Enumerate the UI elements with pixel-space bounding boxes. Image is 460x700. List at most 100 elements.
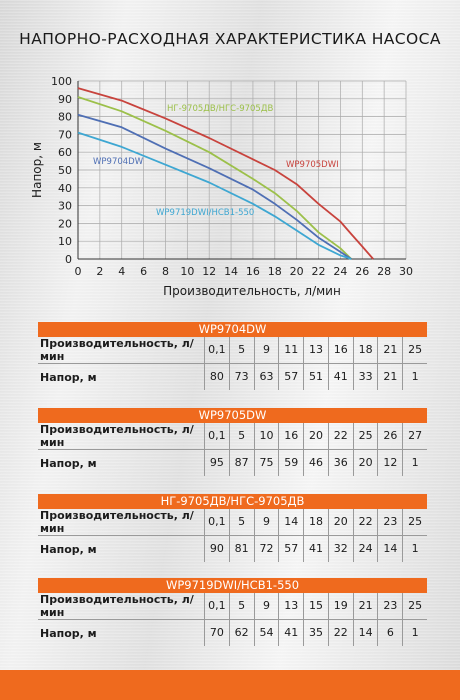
table-title: WP9704DW <box>38 322 427 337</box>
table-cell: 63 <box>253 364 279 390</box>
page-title: НАПОРНО-РАСХОДНАЯ ХАРАКТЕРИСТИКА НАСОСА <box>19 30 441 48</box>
table-title: WP9719DWI/НСВ1-550 <box>38 578 427 593</box>
table-cell: 18 <box>352 337 378 363</box>
table-cell: 22 <box>327 620 353 646</box>
row-label: Производительность, л/мин <box>40 423 194 449</box>
row-label: Напор, м <box>40 456 97 470</box>
table-cell: 1 <box>402 364 427 390</box>
series-line <box>77 96 352 260</box>
row-label: Производительность, л/мин <box>40 337 194 363</box>
table-cell: 5 <box>228 337 254 363</box>
table-cell: 26 <box>377 423 402 449</box>
table-cell: 23 <box>377 509 402 535</box>
x-tick-label: 2 <box>96 265 103 278</box>
table-cell: 81 <box>228 536 254 562</box>
table-cell: 46 <box>303 450 328 476</box>
table-cell: 21 <box>377 364 402 390</box>
y-tick-label: 80 <box>58 111 72 124</box>
table-cell: 1 <box>402 536 427 562</box>
table-cell: 1 <box>402 450 427 476</box>
x-tick-label: 22 <box>312 265 326 278</box>
y-axis-title: Напор, м <box>30 142 44 198</box>
table-cell: 20 <box>352 450 378 476</box>
table-cell: 24 <box>352 536 378 562</box>
table-cell: 19 <box>327 593 353 619</box>
table-cell: 62 <box>228 620 254 646</box>
pump-table: НГ-9705ДВ/НГС-9705ДВ Производительность, … <box>38 494 427 562</box>
table-cell: 21 <box>377 337 402 363</box>
table-cell: 9 <box>253 593 279 619</box>
series-line <box>77 131 352 260</box>
table-cell: 0,1 <box>204 593 229 619</box>
y-tick-label: 30 <box>58 200 72 213</box>
table-row-head: Напор, м 80 73 63 57 51 41 33 21 1 <box>38 363 427 390</box>
series-label: НГ-9705ДВ/НГС-9705ДВ <box>167 104 273 114</box>
table-row-flow: Производительность, л/мин 0,1 5 9 14 18 20 22 23… <box>38 509 427 535</box>
table-cell: 14 <box>377 536 402 562</box>
pump-table: WP9705DW Производительность, л/мин 0,1 5 10 1… <box>38 408 427 476</box>
y-tick-label: 40 <box>58 182 72 195</box>
table-cell: 21 <box>352 593 378 619</box>
table-cell: 11 <box>278 337 303 363</box>
series-label: WP9704DW <box>93 157 144 167</box>
table-cell: 5 <box>228 423 254 449</box>
table-cell: 59 <box>278 450 303 476</box>
table-cell: 57 <box>278 536 303 562</box>
table-cell: 33 <box>352 364 378 390</box>
x-axis-title: Производительность, л/мин <box>163 284 341 298</box>
table-title: WP9705DW <box>38 408 427 423</box>
footer-bar <box>0 670 460 700</box>
table-cell: 35 <box>303 620 328 646</box>
table-cell: 25 <box>402 509 427 535</box>
table-cell: 75 <box>253 450 279 476</box>
row-label: Напор, м <box>40 370 97 384</box>
table-cell: 25 <box>402 593 427 619</box>
table-cell: 20 <box>327 509 353 535</box>
row-label: Напор, м <box>40 626 97 640</box>
y-tick-label: 50 <box>58 164 72 177</box>
table-cell: 25 <box>352 423 378 449</box>
table-cell: 16 <box>278 423 303 449</box>
x-tick-label: 0 <box>75 265 82 278</box>
x-tick-label: 14 <box>224 265 238 278</box>
y-tick-label: 0 <box>65 253 72 266</box>
series-label: WP9705DWI <box>286 160 339 170</box>
y-tick-label: 70 <box>58 128 72 141</box>
table-cell: 87 <box>228 450 254 476</box>
table-cell: 0,1 <box>204 337 229 363</box>
pump-curve-chart: 0 2 4 6 8 10 12 14 16 18 20 22 24 26 28 300102030405060… <box>30 75 413 298</box>
y-tick-label: 100 <box>51 75 72 88</box>
x-tick-label: 4 <box>118 265 125 278</box>
table-cell: 18 <box>303 509 328 535</box>
table-cell: 32 <box>327 536 353 562</box>
table-cell: 80 <box>204 364 229 390</box>
table-cell: 10 <box>253 423 279 449</box>
x-tick-label: 8 <box>162 265 169 278</box>
table-cell: 25 <box>402 337 427 363</box>
x-tick-label: 12 <box>202 265 216 278</box>
table-cell: 12 <box>377 450 402 476</box>
table-cell: 15 <box>303 593 328 619</box>
series-line <box>77 87 374 260</box>
x-tick-label: 26 <box>355 265 369 278</box>
table-cell: 57 <box>278 364 303 390</box>
table-cell: 5 <box>228 593 254 619</box>
table-title: НГ-9705ДВ/НГС-9705ДВ <box>38 494 427 509</box>
table-cell: 22 <box>327 423 353 449</box>
table-row-head: Напор, м 70 62 54 41 35 22 14 6 1 <box>38 619 427 646</box>
series-label: WP9719DWI/НСВ1-550 <box>156 208 254 218</box>
table-row-flow: Производительность, л/мин 0,1 5 10 16 20 22 25 2… <box>38 423 427 449</box>
table-cell: 73 <box>228 364 254 390</box>
table-cell: 27 <box>402 423 427 449</box>
x-tick-label: 16 <box>246 265 260 278</box>
pump-table: WP9719DWI/НСВ1-550 Производительность, л/… <box>38 578 427 646</box>
table-cell: 0,1 <box>204 423 229 449</box>
x-tick-label: 10 <box>180 265 194 278</box>
y-tick-label: 90 <box>58 93 72 106</box>
table-cell: 36 <box>327 450 353 476</box>
table-cell: 90 <box>204 536 229 562</box>
table-row-flow: Производительность, л/мин 0,1 5 9 11 13 16 18 21… <box>38 337 427 363</box>
series-line <box>77 113 352 260</box>
table-cell: 13 <box>303 337 328 363</box>
x-tick-label: 20 <box>290 265 304 278</box>
